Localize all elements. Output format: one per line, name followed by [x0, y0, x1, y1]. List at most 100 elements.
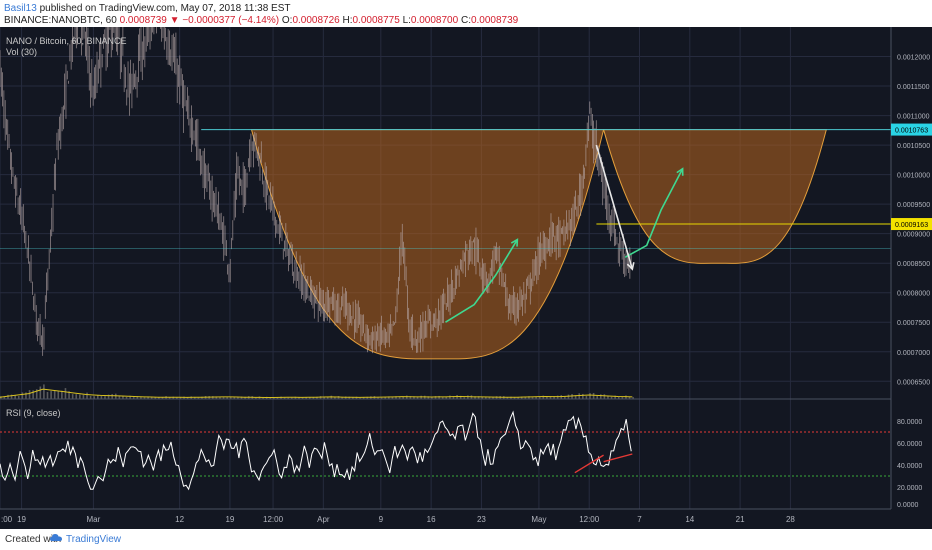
volume-bar — [614, 395, 616, 399]
volume-bar — [488, 396, 491, 399]
volume-bar — [538, 396, 541, 399]
volume-bar — [607, 395, 609, 399]
volume-bar — [574, 395, 577, 399]
volume-bar — [459, 395, 462, 399]
chart-area[interactable]: 0.0012000 0.0011500 0.0011000 0.0010500 0.00… — [0, 27, 932, 529]
volume-bar — [118, 395, 121, 399]
publisher-line: Basil13 published on TradingView.com, Ma… — [4, 3, 291, 14]
price-tick-label: 0.0009500 — [897, 202, 930, 209]
volume-bar — [111, 394, 113, 399]
volume-bar — [388, 396, 390, 399]
volume-bar — [334, 397, 336, 399]
volume-bar — [571, 394, 573, 399]
published-text: published on TradingView.com, May 07, 20… — [36, 3, 291, 14]
volume-bar — [621, 397, 624, 399]
volume-bar — [147, 396, 149, 399]
volume-bar — [43, 384, 45, 399]
footer: Created with TradingView — [0, 529, 932, 550]
volume-bar — [582, 393, 584, 399]
volume-bar — [301, 397, 304, 399]
price-badge-label: 0.0009163 — [895, 222, 928, 229]
volume-bar — [86, 392, 88, 399]
volume-bar — [298, 397, 300, 399]
cup-pattern-drawings[interactable] — [250, 129, 827, 360]
rsi-line — [0, 410, 632, 491]
volume-bar — [402, 397, 404, 399]
volume-bar — [405, 395, 408, 399]
volume-bar — [291, 397, 293, 399]
volume-bar — [14, 394, 16, 399]
volume-bar — [7, 394, 9, 399]
trend-arrow — [624, 168, 684, 258]
volume-bar — [431, 397, 433, 399]
volume-bar — [215, 396, 218, 399]
price-tick-label: 0.0008500 — [897, 261, 930, 268]
tradingview-link[interactable]: TradingView — [66, 534, 122, 545]
volume-bar — [438, 395, 440, 399]
arrow-head-icon — [626, 262, 635, 271]
volume-bar — [391, 396, 394, 399]
volume-bar — [10, 394, 13, 399]
volume-bar — [75, 394, 78, 399]
time-tick-label: 12:00 — [579, 515, 600, 524]
volume-bar — [186, 397, 189, 399]
volume-study-label: Vol (30) — [6, 47, 37, 57]
volume-bar — [513, 397, 516, 399]
price-tick-label: 0.0007000 — [897, 350, 930, 357]
volume-bar — [93, 396, 96, 399]
volume-bar — [592, 392, 595, 399]
price-tick-label: 0.0008000 — [897, 291, 930, 298]
volume-bar — [104, 396, 106, 399]
volume-bar — [107, 394, 110, 399]
volume-bar — [161, 396, 164, 399]
arrow-drawings[interactable] — [445, 144, 684, 323]
volume-ma-line — [0, 388, 633, 399]
rsi-tick-label: 60.0000 — [897, 441, 922, 448]
volume-bar — [136, 396, 139, 399]
volume-bar — [578, 393, 581, 399]
volume-bar — [39, 386, 42, 399]
price-badge — [891, 218, 932, 231]
volume-bar — [449, 395, 451, 399]
horizontal-lines[interactable] — [0, 129, 899, 249]
volume-bar — [398, 396, 401, 399]
low-value: 0.0008700 — [410, 15, 459, 26]
volume-bar — [416, 396, 419, 399]
volume-bar — [132, 397, 135, 399]
close-value: 0.0008739 — [470, 15, 519, 26]
volume-bar — [535, 396, 537, 399]
rsi-tick-label: 40.0000 — [897, 463, 922, 470]
time-tick-label: 19 — [225, 515, 234, 524]
volume-bar — [179, 397, 182, 399]
rsi-tick-label: 20.0000 — [897, 485, 922, 492]
volume-bar — [168, 397, 171, 399]
time-tick-label: Mar — [87, 515, 101, 524]
volume-bar — [89, 395, 92, 399]
volume-bar — [485, 397, 487, 399]
volume-bar — [143, 397, 146, 399]
author-link[interactable]: Basil13 — [4, 3, 37, 14]
volume-bar — [262, 397, 264, 399]
low-label: L: — [402, 15, 411, 26]
price-tick-label: 0.0006500 — [897, 379, 930, 386]
volume-bar — [596, 396, 598, 399]
volume-bar — [628, 396, 631, 399]
volume-bar — [344, 396, 347, 399]
volume-bar — [632, 397, 634, 399]
volume-bar — [524, 397, 527, 399]
volume-bar — [531, 397, 534, 399]
rsi-trend-line — [574, 454, 604, 474]
volume-bar — [567, 394, 570, 399]
volume-bar — [352, 397, 354, 399]
volume-bar — [64, 388, 67, 399]
volume-bar — [32, 390, 34, 399]
price-tick-label: 0.0012000 — [897, 55, 930, 62]
price-tick-label: 0.0010000 — [897, 173, 930, 180]
open-label: O: — [281, 15, 293, 26]
price-badge-label: 0.0010763 — [895, 128, 928, 135]
volume-bar — [546, 396, 548, 399]
volume-bar — [211, 396, 214, 399]
volume-bar — [28, 390, 31, 399]
time-tick-label: 28 — [786, 515, 795, 524]
tradingview-cloud-icon — [50, 534, 62, 541]
